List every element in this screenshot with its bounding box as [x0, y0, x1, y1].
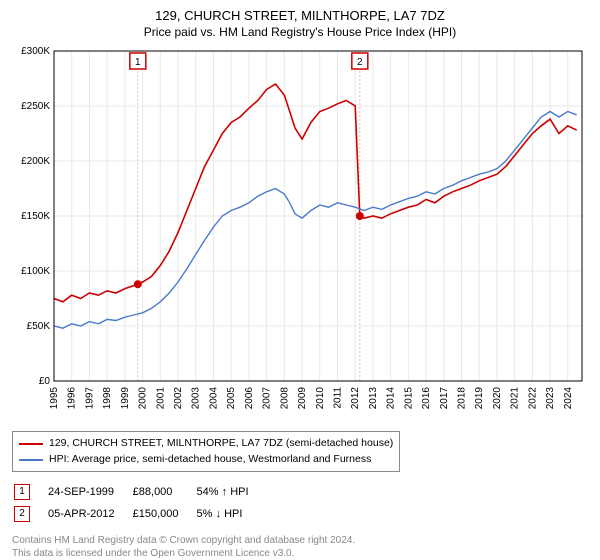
- sales-table: 1 24-SEP-1999 £88,000 54% ↑ HPI 2 05-APR…: [12, 480, 267, 526]
- sale-date-2: 05-APR-2012: [48, 504, 131, 524]
- svg-text:2004: 2004: [208, 386, 219, 409]
- svg-text:2019: 2019: [474, 386, 485, 409]
- chart-title: 129, CHURCH STREET, MILNTHORPE, LA7 7DZ: [12, 8, 588, 25]
- sale-badge-1: 1: [14, 484, 30, 500]
- sale-row-1: 1 24-SEP-1999 £88,000 54% ↑ HPI: [14, 482, 265, 502]
- svg-text:2024: 2024: [563, 386, 574, 409]
- svg-text:1999: 1999: [120, 386, 131, 409]
- svg-text:2007: 2007: [262, 386, 273, 409]
- sale-price-1: £88,000: [133, 482, 195, 502]
- legend-label-property: 129, CHURCH STREET, MILNTHORPE, LA7 7DZ …: [49, 436, 393, 452]
- svg-text:2000: 2000: [138, 386, 149, 409]
- sale-price-2: £150,000: [133, 504, 195, 524]
- sale-pct-2: 5% ↓ HPI: [197, 504, 265, 524]
- svg-text:£0: £0: [39, 376, 51, 387]
- svg-text:2005: 2005: [226, 386, 237, 409]
- svg-text:2: 2: [357, 57, 363, 68]
- svg-text:2006: 2006: [244, 386, 255, 409]
- footer-line-1: Contains HM Land Registry data © Crown c…: [12, 534, 588, 547]
- legend-label-hpi: HPI: Average price, semi-detached house,…: [49, 452, 371, 468]
- sale-badge-2: 2: [14, 506, 30, 522]
- svg-text:2020: 2020: [492, 386, 503, 409]
- chart-subtitle: Price paid vs. HM Land Registry's House …: [12, 25, 588, 39]
- svg-text:2022: 2022: [527, 386, 538, 409]
- svg-text:2003: 2003: [191, 386, 202, 409]
- svg-text:£250K: £250K: [21, 101, 50, 112]
- footer: Contains HM Land Registry data © Crown c…: [12, 534, 588, 560]
- svg-text:2016: 2016: [421, 386, 432, 409]
- svg-text:2017: 2017: [439, 386, 450, 409]
- chart-svg: 1 2 £0 £50K £100K £150K £200K £250K £300K 1995 199…: [12, 45, 588, 425]
- svg-text:2010: 2010: [315, 386, 326, 409]
- svg-text:£50K: £50K: [27, 321, 51, 332]
- sale-pct-1: 54% ↑ HPI: [197, 482, 265, 502]
- chart-container: 129, CHURCH STREET, MILNTHORPE, LA7 7DZ …: [0, 0, 600, 560]
- arrow-down-icon: ↓: [216, 508, 222, 520]
- legend-row-property: 129, CHURCH STREET, MILNTHORPE, LA7 7DZ …: [19, 436, 393, 452]
- legend-swatch-property: [19, 443, 43, 445]
- svg-text:2014: 2014: [386, 386, 397, 409]
- footer-line-2: This data is licensed under the Open Gov…: [12, 547, 588, 560]
- svg-text:1995: 1995: [49, 386, 60, 409]
- svg-text:£150K: £150K: [21, 211, 50, 222]
- svg-text:2013: 2013: [368, 386, 379, 409]
- svg-text:2002: 2002: [173, 386, 184, 409]
- svg-text:2011: 2011: [332, 386, 343, 408]
- legend-row-hpi: HPI: Average price, semi-detached house,…: [19, 452, 393, 468]
- svg-text:2015: 2015: [403, 386, 414, 409]
- svg-text:£200K: £200K: [21, 156, 50, 167]
- legend: 129, CHURCH STREET, MILNTHORPE, LA7 7DZ …: [12, 431, 400, 473]
- svg-text:£300K: £300K: [21, 46, 50, 57]
- svg-text:1996: 1996: [67, 386, 78, 409]
- svg-text:2009: 2009: [297, 386, 308, 409]
- sale-row-2: 2 05-APR-2012 £150,000 5% ↓ HPI: [14, 504, 265, 524]
- svg-text:2001: 2001: [155, 386, 166, 409]
- svg-text:2021: 2021: [510, 386, 521, 409]
- svg-text:1998: 1998: [102, 386, 113, 409]
- arrow-up-icon: ↑: [222, 486, 228, 498]
- svg-text:2008: 2008: [279, 386, 290, 409]
- svg-text:2023: 2023: [545, 386, 556, 409]
- svg-text:2012: 2012: [350, 386, 361, 409]
- svg-text:1997: 1997: [84, 386, 95, 409]
- svg-text:2018: 2018: [457, 386, 468, 409]
- svg-text:1: 1: [135, 57, 141, 68]
- legend-swatch-hpi: [19, 459, 43, 461]
- sale-date-1: 24-SEP-1999: [48, 482, 131, 502]
- chart-plot: 1 2 £0 £50K £100K £150K £200K £250K £300K 1995 199…: [12, 45, 588, 425]
- svg-text:£100K: £100K: [21, 266, 50, 277]
